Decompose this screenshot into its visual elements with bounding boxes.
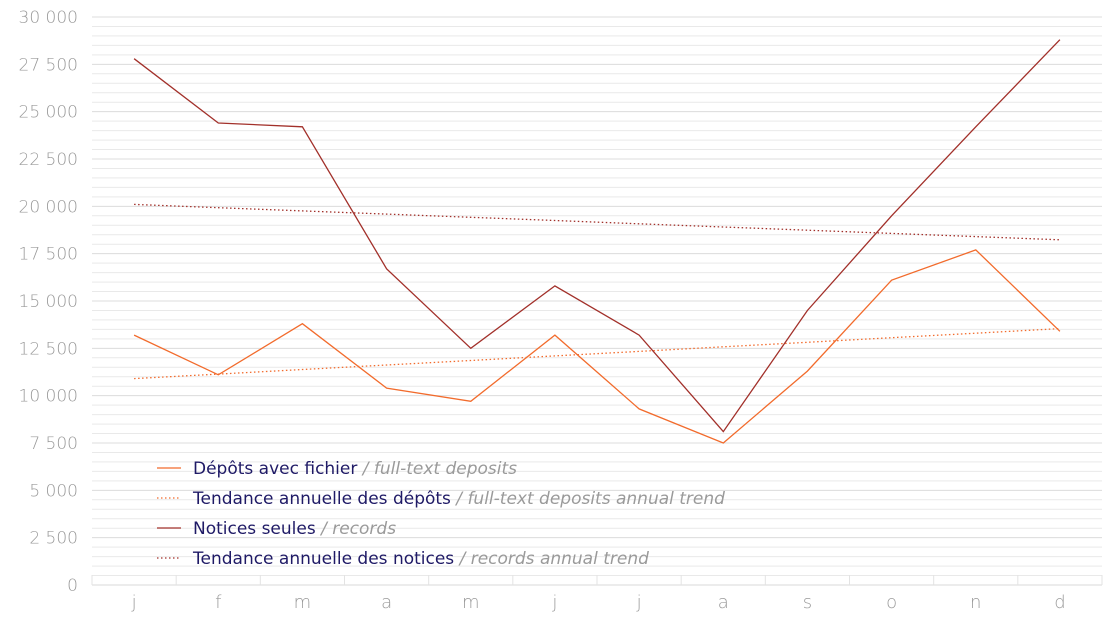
- series-line-4: [134, 203, 1060, 241]
- x-tick-label: n: [970, 592, 981, 613]
- x-tick-label: o: [886, 592, 897, 613]
- x-tick-label: a: [718, 592, 729, 613]
- series-line-3: [133, 39, 1061, 433]
- legend-label: Tendance annuelle des notices: [192, 549, 454, 569]
- x-tick-label: m: [462, 592, 480, 613]
- y-tick-label: 17 500: [19, 245, 78, 265]
- x-tick-label: s: [803, 592, 812, 613]
- gridlines: [92, 16, 1102, 577]
- legend: Dépôts avec fichier / full-text deposits…: [157, 459, 725, 569]
- x-tick-label: d: [1054, 592, 1065, 613]
- legend-entry-4: Tendance annuelle des notices / records …: [192, 549, 649, 569]
- y-tick-label: 27 500: [19, 55, 78, 75]
- series-line-1: [133, 249, 1061, 444]
- legend-label: Dépôts avec fichier: [193, 459, 357, 479]
- y-axis: 0 2 500 5 000 7 500 10 000 12 500 15 000 17 500…: [19, 8, 78, 596]
- legend-label: Tendance annuelle des dépôts: [192, 489, 451, 509]
- legend-sublabel: / full-text deposits: [357, 459, 517, 479]
- y-tick-label: 20 000: [19, 197, 78, 217]
- y-tick-label: 15 000: [19, 292, 78, 312]
- legend-sublabel: / full-text deposits annual trend: [451, 489, 725, 509]
- y-tick-label: 22 500: [19, 150, 78, 170]
- y-tick-label: 2 500: [29, 529, 78, 549]
- series-line-2: [134, 327, 1060, 380]
- x-tick-label: f: [215, 592, 222, 613]
- x-tick-label: j: [551, 592, 557, 613]
- y-tick-label: 0: [67, 576, 78, 596]
- legend-entry-3: Notices seules / records: [193, 519, 396, 539]
- y-tick-label: 30 000: [19, 8, 78, 28]
- y-tick-label: 7 500: [29, 434, 78, 454]
- series-lines: [133, 39, 1061, 444]
- x-tick-label: j: [131, 592, 137, 613]
- legend-sublabel: / records annual trend: [454, 549, 649, 569]
- y-tick-label: 10 000: [19, 387, 78, 407]
- legend-sublabel: / records: [316, 519, 397, 539]
- x-tick-label: m: [294, 592, 312, 613]
- legend-entry-2: Tendance annuelle des dépôts / full-text…: [192, 489, 725, 509]
- legend-label: Notices seules: [193, 519, 316, 539]
- x-tick-label: j: [636, 592, 642, 613]
- x-tick-label: a: [381, 592, 392, 613]
- y-tick-label: 5 000: [29, 481, 78, 501]
- legend-entry-1: Dépôts avec fichier / full-text deposits: [193, 459, 517, 479]
- y-tick-label: 25 000: [19, 103, 78, 123]
- y-tick-label: 12 500: [19, 339, 78, 359]
